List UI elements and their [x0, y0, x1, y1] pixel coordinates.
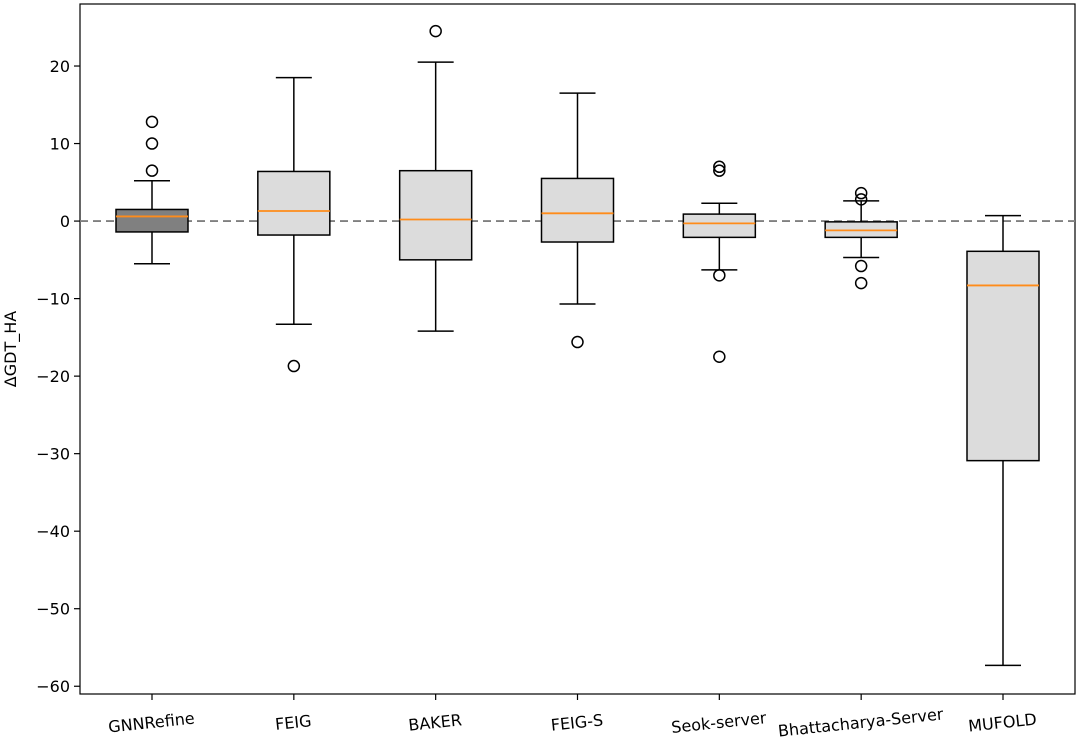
- y-tick-label: −30: [36, 445, 70, 464]
- outlier-point: [571, 335, 584, 349]
- box-body: [966, 250, 1040, 462]
- box-bhattacharya-server: [824, 186, 898, 290]
- y-tick-label: −10: [36, 290, 70, 309]
- x-tick-label: FEIG-S: [550, 710, 604, 734]
- outlier-point: [713, 269, 726, 282]
- x-tick-label: BAKER: [407, 710, 462, 735]
- outlier-point: [145, 164, 159, 177]
- outlier-point: [854, 259, 868, 273]
- box-body: [682, 213, 757, 239]
- box-body: [398, 169, 473, 261]
- y-tick-label: −40: [36, 522, 70, 541]
- box-gnnrefine: [115, 115, 189, 265]
- outlier-point: [854, 193, 868, 206]
- y-tick-label: −50: [36, 600, 70, 619]
- box-mufold: [966, 214, 1040, 667]
- outlier-point: [854, 186, 868, 200]
- y-tick-label: −20: [36, 367, 70, 386]
- y-tick-label: 10: [50, 135, 70, 154]
- y-axis-label: ΔGDT_HA: [1, 311, 21, 387]
- box-baker: [398, 24, 473, 332]
- y-tick-label: 0: [60, 212, 70, 231]
- box-feig: [257, 76, 331, 373]
- box-feig-s: [540, 92, 615, 349]
- x-tick-label: Seok-server: [670, 708, 767, 737]
- outlier-point: [713, 160, 726, 174]
- outlier-point: [429, 24, 442, 38]
- x-tick-label: FEIG: [274, 711, 312, 734]
- x-tick-label: Bhattacharya-Server: [777, 704, 945, 740]
- boxes-group: [115, 24, 1040, 667]
- box-body: [257, 170, 331, 236]
- outlier-point: [713, 164, 726, 177]
- y-axis: 20 10 0 −10 −20 −30 −40 −50 −60: [36, 57, 80, 696]
- x-tick-label: MUFOLD: [967, 709, 1037, 735]
- outlier-point: [145, 137, 159, 150]
- y-tick-label: 20: [50, 57, 70, 76]
- y-tick-label: −60: [36, 677, 70, 696]
- box-body: [540, 177, 615, 243]
- box-body: [115, 208, 189, 233]
- x-axis: GNNRefine FEIG BAKER FEIG-S Seok-server Bhatt…: [107, 694, 1038, 741]
- outlier-point: [145, 115, 159, 129]
- outlier-point: [854, 276, 868, 290]
- outlier-point: [713, 350, 726, 364]
- box-seok-server: [682, 160, 757, 364]
- outlier-point: [287, 359, 301, 373]
- x-tick-label: GNNRefine: [107, 709, 195, 737]
